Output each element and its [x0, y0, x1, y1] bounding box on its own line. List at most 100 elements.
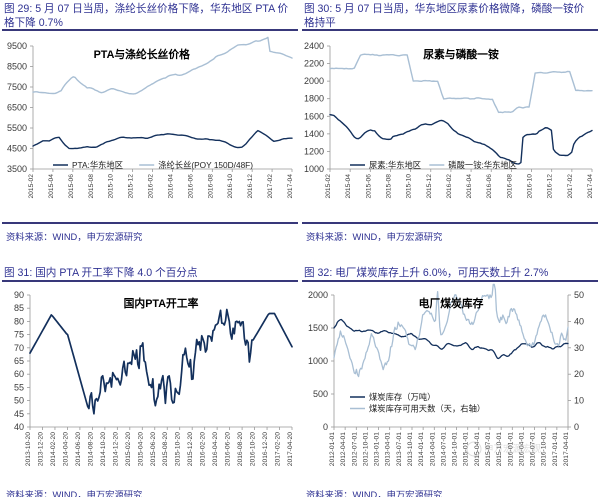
svg-text:2016-06-20: 2016-06-20: [225, 432, 232, 466]
svg-text:70: 70: [14, 343, 24, 353]
svg-text:2015-01-01: 2015-01-01: [463, 432, 470, 466]
svg-text:2016-10: 2016-10: [227, 174, 234, 199]
svg-text:2017-01-01: 2017-01-01: [552, 432, 559, 466]
svg-text:20: 20: [574, 369, 584, 379]
svg-text:2017-04: 2017-04: [587, 174, 594, 199]
svg-text:2000: 2000: [308, 290, 328, 300]
svg-text:65: 65: [14, 356, 24, 366]
svg-text:PTA:华东地区: PTA:华东地区: [72, 160, 123, 170]
svg-text:2012-01-01: 2012-01-01: [329, 432, 336, 466]
svg-text:6500: 6500: [7, 103, 27, 113]
svg-text:2017-04: 2017-04: [287, 174, 294, 199]
svg-text:1000: 1000: [304, 164, 324, 174]
svg-text:2014-12-20: 2014-12-20: [112, 432, 119, 466]
svg-text:2016-08: 2016-08: [506, 174, 513, 199]
svg-text:2016-10-20: 2016-10-20: [250, 432, 257, 466]
svg-text:2014-04-20: 2014-04-20: [62, 432, 69, 466]
svg-text:2014-10-20: 2014-10-20: [100, 432, 107, 466]
svg-text:2014-06-20: 2014-06-20: [75, 432, 82, 466]
svg-text:4500: 4500: [7, 144, 27, 154]
svg-text:2014-02-20: 2014-02-20: [50, 432, 57, 466]
svg-text:2016-02: 2016-02: [148, 174, 155, 199]
svg-text:2016-10-01: 2016-10-01: [541, 432, 548, 466]
svg-text:2014-07-01: 2014-07-01: [440, 432, 447, 466]
svg-text:2013-10-20: 2013-10-20: [25, 432, 32, 466]
svg-text:2015-06-20: 2015-06-20: [150, 432, 157, 466]
svg-text:2012-10-01: 2012-10-01: [362, 432, 369, 466]
svg-text:1600: 1600: [304, 111, 324, 121]
svg-text:2017-02: 2017-02: [267, 174, 274, 199]
svg-text:1500: 1500: [308, 323, 328, 333]
svg-text:2014-08-20: 2014-08-20: [87, 432, 94, 466]
svg-text:2015-06: 2015-06: [68, 174, 75, 199]
svg-text:2015-04-01: 2015-04-01: [474, 432, 481, 466]
svg-text:9500: 9500: [7, 41, 27, 51]
svg-text:煤炭库存可用天数（天，右轴）: 煤炭库存可用天数（天，右轴）: [369, 404, 485, 414]
svg-text:2015-08-20: 2015-08-20: [162, 432, 169, 466]
svg-text:2000: 2000: [304, 76, 324, 86]
svg-text:55: 55: [14, 382, 24, 392]
svg-text:2012-04-01: 2012-04-01: [340, 432, 347, 466]
svg-text:2016-08-20: 2016-08-20: [237, 432, 244, 466]
svg-text:煤炭库存（万吨）: 煤炭库存（万吨）: [369, 392, 435, 402]
svg-text:30: 30: [574, 343, 584, 353]
svg-text:1400: 1400: [304, 129, 324, 139]
svg-text:2016-04-20: 2016-04-20: [212, 432, 219, 466]
svg-text:2016-12: 2016-12: [547, 174, 554, 199]
svg-text:2016-02: 2016-02: [446, 174, 453, 199]
svg-text:尿素与磷酸一铵: 尿素与磷酸一铵: [423, 47, 499, 61]
svg-text:1800: 1800: [304, 94, 324, 104]
svg-text:2015-12: 2015-12: [426, 174, 433, 199]
svg-text:2013-01-01: 2013-01-01: [374, 432, 381, 466]
svg-text:40: 40: [14, 422, 24, 432]
svg-text:涤纶长丝(POY 150D/48F): 涤纶长丝(POY 150D/48F): [158, 160, 253, 170]
svg-text:10: 10: [574, 396, 584, 406]
svg-text:2013-04-01: 2013-04-01: [385, 432, 392, 466]
svg-text:2015-12: 2015-12: [128, 174, 135, 199]
svg-text:2016-06: 2016-06: [486, 174, 493, 199]
svg-text:75: 75: [14, 330, 24, 340]
svg-text:2016-04: 2016-04: [167, 174, 174, 199]
svg-text:2016-04: 2016-04: [466, 174, 473, 199]
svg-text:2013-07-01: 2013-07-01: [396, 432, 403, 466]
svg-text:2013-12-20: 2013-12-20: [37, 432, 44, 466]
svg-text:2016-02-20: 2016-02-20: [200, 432, 207, 466]
svg-text:2016-12: 2016-12: [247, 174, 254, 199]
svg-text:2014-10-01: 2014-10-01: [452, 432, 459, 466]
svg-text:电厂煤炭库存: 电厂煤炭库存: [419, 296, 484, 310]
svg-text:3500: 3500: [7, 164, 27, 174]
svg-text:2014-01-01: 2014-01-01: [418, 432, 425, 466]
svg-text:50: 50: [574, 290, 584, 300]
svg-text:2015-08: 2015-08: [385, 174, 392, 199]
svg-text:80: 80: [14, 316, 24, 326]
svg-text:2013-10-01: 2013-10-01: [407, 432, 414, 466]
svg-text:2017-02: 2017-02: [567, 174, 574, 199]
svg-text:2012-07-01: 2012-07-01: [351, 432, 358, 466]
svg-text:60: 60: [14, 369, 24, 379]
svg-text:磷酸一铵:华东地区: 磷酸一铵:华东地区: [448, 160, 517, 170]
svg-text:尿素:华东地区: 尿素:华东地区: [369, 160, 421, 170]
svg-text:85: 85: [14, 303, 24, 313]
svg-text:90: 90: [14, 290, 24, 300]
svg-text:45: 45: [14, 409, 24, 419]
svg-text:2015-04-20: 2015-04-20: [137, 432, 144, 466]
svg-text:8500: 8500: [7, 62, 27, 72]
svg-text:2017-04-01: 2017-04-01: [563, 432, 570, 466]
svg-text:2015-02: 2015-02: [28, 174, 35, 199]
svg-text:2400: 2400: [304, 41, 324, 51]
svg-text:2015-10: 2015-10: [108, 174, 115, 199]
svg-text:2014-04-01: 2014-04-01: [429, 432, 436, 466]
svg-text:2017-02-20: 2017-02-20: [275, 432, 282, 466]
svg-text:50: 50: [14, 396, 24, 406]
svg-text:2016-06: 2016-06: [187, 174, 194, 199]
svg-text:2015-04: 2015-04: [48, 174, 55, 199]
svg-text:0: 0: [323, 422, 328, 432]
svg-text:1200: 1200: [304, 146, 324, 156]
svg-text:2015-02: 2015-02: [325, 174, 332, 199]
svg-text:5500: 5500: [7, 123, 27, 133]
svg-text:40: 40: [574, 316, 584, 326]
svg-text:PTA与涤纶长丝价格: PTA与涤纶长丝价格: [94, 47, 191, 61]
svg-text:2200: 2200: [304, 59, 324, 69]
svg-text:2017-04-20: 2017-04-20: [287, 432, 294, 466]
svg-text:7500: 7500: [7, 82, 27, 92]
